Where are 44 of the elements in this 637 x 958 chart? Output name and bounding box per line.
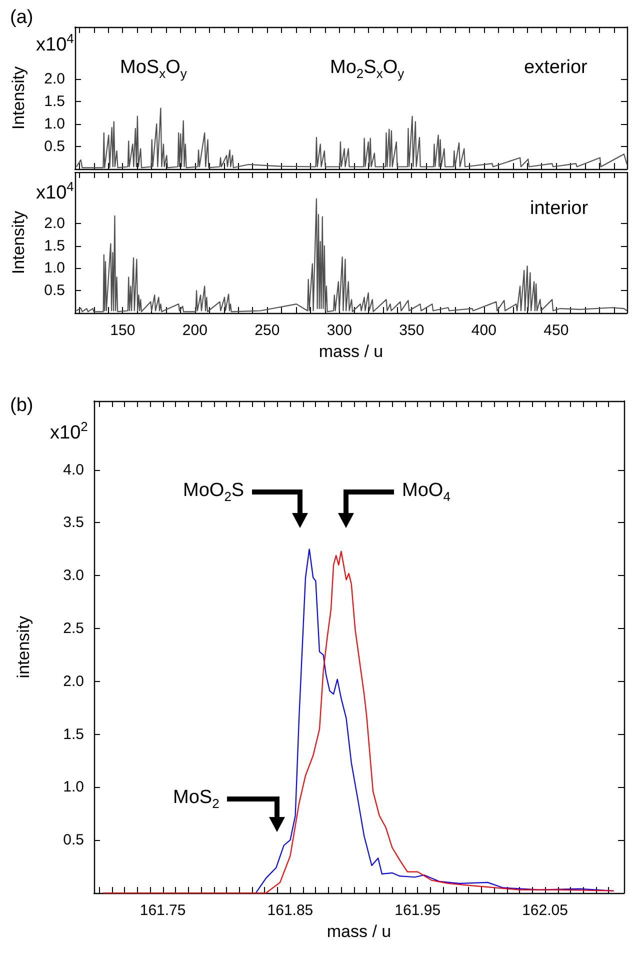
x-tick-label: 200 xyxy=(182,322,208,339)
y-tick-label: 1.0 xyxy=(44,115,65,132)
y-tick-label: 2.0 xyxy=(44,70,65,88)
text: x10$^{2}$ xyxy=(50,419,88,444)
x-tick-label: 250 xyxy=(254,322,280,339)
y-axis-title: Intensity xyxy=(9,66,28,130)
y-tick-label: 1.5 xyxy=(44,92,65,110)
annotation: MoO$_{4}$ xyxy=(402,480,450,504)
y-tick-label: 0.5 xyxy=(63,832,84,849)
x-tick-label: 400 xyxy=(471,322,496,339)
x-tick-label: 161.95 xyxy=(394,902,441,919)
text: (b) xyxy=(10,395,34,416)
annotation: interior xyxy=(530,198,588,219)
text: x10$^{4}$ xyxy=(36,31,74,56)
text: x10$^{4}$ xyxy=(36,179,74,204)
y-tick-label: 3.5 xyxy=(63,514,84,532)
annotation: Mo$_{2}$S$_{x}$O$_{y}$ xyxy=(330,57,404,81)
text: (a) xyxy=(10,7,34,28)
y-tick-label: 2.0 xyxy=(63,672,84,690)
annotation: MoS$_{2}$ xyxy=(173,787,220,811)
x-tick-label: 350 xyxy=(399,322,424,339)
y-axis-title: Intensity xyxy=(9,210,28,274)
x-axis-title: mass / u xyxy=(318,342,384,361)
annotation: exterior xyxy=(524,57,588,78)
y-tick-label: 0.5 xyxy=(44,138,65,155)
y-tick-label: 1.0 xyxy=(63,778,84,796)
y-tick-label: 1.0 xyxy=(44,260,65,277)
x-tick-label: 300 xyxy=(326,322,352,339)
x-tick-label: 162.05 xyxy=(522,902,568,919)
x-axis-title: mass / u xyxy=(326,922,392,941)
y-tick-label: 2.0 xyxy=(44,214,65,232)
annotation: MoO$_{2}$S xyxy=(183,480,244,504)
x-tick-label: 161.85 xyxy=(267,902,314,919)
y-tick-label: 3.0 xyxy=(63,567,84,584)
y-tick-label: 0.5 xyxy=(44,282,65,300)
y-axis-title: intensity xyxy=(14,615,33,678)
x-tick-label: 150 xyxy=(110,322,136,339)
y-tick-label: 4.0 xyxy=(63,461,84,478)
x-tick-label: 161.75 xyxy=(140,902,186,919)
annotation: MoS$_{x}$O$_{y}$ xyxy=(120,57,187,81)
x-tick-label: 450 xyxy=(544,322,569,339)
y-tick-label: 2.5 xyxy=(63,620,84,637)
y-tick-label: 1.5 xyxy=(63,726,84,743)
y-tick-label: 1.5 xyxy=(44,237,65,254)
